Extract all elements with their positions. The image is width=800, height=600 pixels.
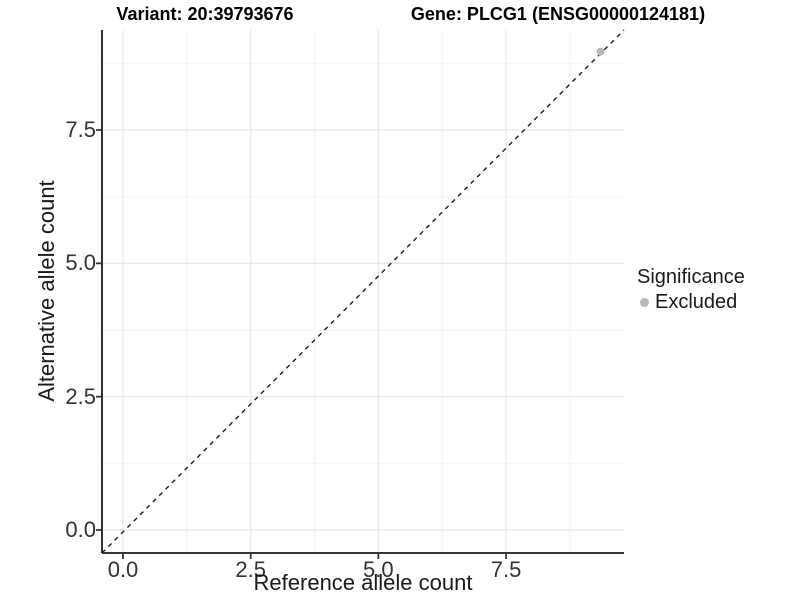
plot-canvas (96, 29, 625, 559)
x-axis-tick-label: 2.5 (235, 557, 266, 582)
legend-title: Significance (637, 266, 745, 288)
y-axis-tick-label: 5.0 (65, 250, 96, 276)
legend: Significance Excluded (637, 266, 745, 314)
excluded-point-swatch-icon (640, 298, 649, 307)
x-axis-tick-label: 0.0 (107, 557, 139, 582)
plot-panel (96, 29, 625, 559)
legend-item-label: Excluded (655, 291, 738, 313)
x-axis-title: Reference allele count (253, 570, 473, 595)
gene-title: Gene: PLCG1 (ENSG00000124181) (410, 4, 706, 24)
y-axis-tick-label: 2.5 (65, 383, 96, 409)
x-axis-tick-label: 7.5 (490, 557, 522, 582)
y-axis-title: Alternative allele count (34, 180, 59, 402)
variant-title: Variant: 20:39793676 (116, 4, 294, 24)
legend-item-excluded: Excluded (637, 291, 745, 314)
identity-reference-line (101, 29, 625, 554)
data-point-excluded (596, 47, 605, 56)
y-axis-tick-label: 0.0 (65, 517, 96, 542)
x-axis-tick-label: 5.0 (363, 557, 394, 582)
y-axis-tick-label: 7.5 (65, 117, 96, 143)
